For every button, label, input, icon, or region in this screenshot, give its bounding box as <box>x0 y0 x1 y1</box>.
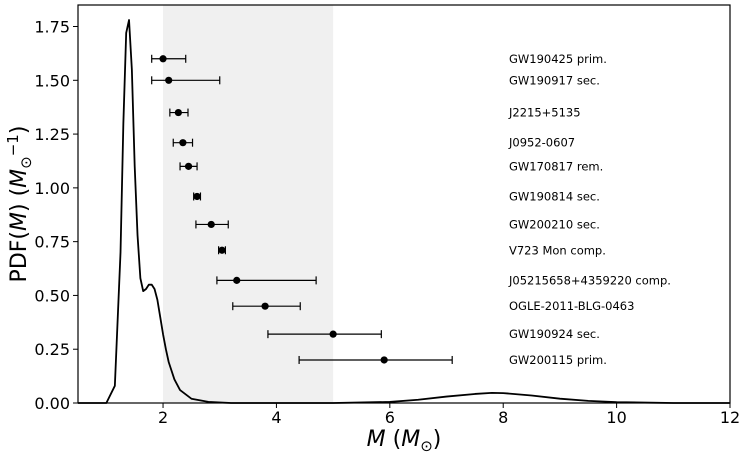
marker <box>218 246 226 254</box>
data-point-6: GW190814 sec. <box>193 189 600 203</box>
point-label: OGLE-2011-BLG-0463 <box>509 299 634 313</box>
data-point-7: GW200210 sec. <box>195 217 600 231</box>
x-tick-label: 2 <box>158 408 168 427</box>
y-tick-label: 1.25 <box>34 125 70 144</box>
point-label: GW200115 prim. <box>509 353 607 367</box>
y-tick-label: 0.25 <box>34 340 70 359</box>
x-tick-label: 8 <box>498 408 508 427</box>
marker <box>174 108 182 117</box>
shaded-region <box>163 5 334 403</box>
marker <box>193 192 201 201</box>
data-point-3: J2215+5135 <box>169 106 581 120</box>
x-axis-label: M (M⊙) <box>367 427 442 454</box>
data-point-10: OGLE-2011-BLG-0463 <box>232 299 634 313</box>
point-label: V723 Mon comp. <box>509 243 606 257</box>
x-tick-label: 12 <box>720 408 740 427</box>
y-tick-label: 0.75 <box>34 233 70 252</box>
data-point-5: GW170817 rem. <box>179 159 603 173</box>
marker <box>159 55 167 63</box>
data-point-11: GW190924 sec. <box>267 327 600 341</box>
point-label: J2215+5135 <box>508 106 581 120</box>
y-tick-label: 1.00 <box>34 179 70 198</box>
series-line-0 <box>78 19 730 404</box>
data-point-1: GW190425 prim. <box>151 52 607 66</box>
y-tick-label: 1.50 <box>34 71 70 90</box>
data-point-2: GW190917 sec. <box>151 73 600 87</box>
plot-frame <box>77 4 731 404</box>
data-point-8: V723 Mon comp. <box>218 243 606 257</box>
point-label: J05215658+4359220 comp. <box>508 273 671 287</box>
data-point-12: GW200115 prim. <box>298 353 607 367</box>
point-label: GW200210 sec. <box>509 217 600 231</box>
marker <box>233 276 241 284</box>
point-label: GW190425 prim. <box>509 52 607 66</box>
y-tick-label: 0.50 <box>34 286 70 305</box>
point-label: GW190917 sec. <box>509 73 600 87</box>
point-label: GW170817 rem. <box>509 159 603 173</box>
x-tick-label: 10 <box>606 408 626 427</box>
marker <box>329 330 337 338</box>
data-point-9: J05215658+4359220 comp. <box>216 273 671 287</box>
marker <box>207 220 215 229</box>
marker <box>179 139 187 147</box>
x-tick-label: 6 <box>385 408 395 427</box>
point-label: J0952-0607 <box>508 136 575 150</box>
y-tick-label: 1.75 <box>34 18 70 37</box>
point-label: GW190814 sec. <box>509 189 600 203</box>
marker <box>380 356 388 364</box>
marker <box>165 76 173 84</box>
x-tick-label: 4 <box>271 408 281 427</box>
y-tick-label: 0.00 <box>34 394 70 413</box>
marker <box>184 162 193 170</box>
point-label: GW190924 sec. <box>509 327 600 341</box>
y-axis-label: PDF(M) (M⊙−1) <box>4 126 35 283</box>
marker <box>261 302 269 310</box>
data-point-4: J0952-0607 <box>172 136 575 150</box>
